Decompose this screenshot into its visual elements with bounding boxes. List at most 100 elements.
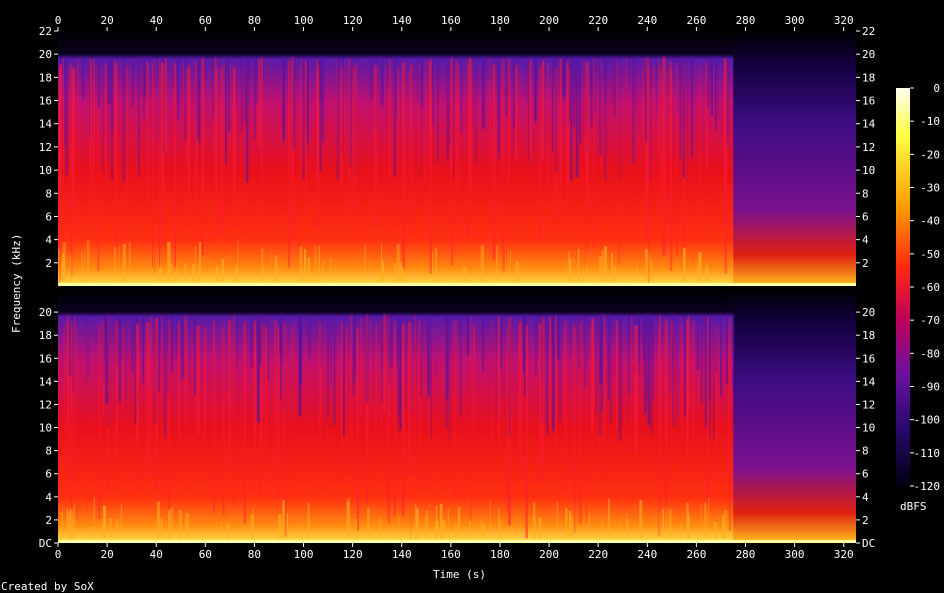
spectrogram-streak: [233, 314, 235, 507]
spectrogram-streak: [599, 56, 602, 156]
spectrogram-streak: [215, 58, 217, 247]
spectrogram-streak: [698, 322, 699, 473]
spectrogram-streak: [274, 320, 277, 470]
spectrogram-streak: [366, 314, 369, 403]
spectrogram-streak: [253, 323, 256, 479]
spectrogram-streak: [545, 314, 546, 424]
spectrogram-streak: [481, 314, 485, 372]
spectrogram-streak: [343, 62, 346, 154]
colorbar-tick-label: -10: [920, 115, 940, 128]
spectrogram-low-energy: [168, 509, 171, 538]
spectrogram-low-energy: [510, 250, 511, 281]
spectrogram-streak: [154, 60, 155, 272]
spectrogram-low-energy: [71, 517, 75, 538]
spectrogram-streak: [93, 57, 95, 192]
spectrogram-streak: [169, 324, 171, 520]
spectrogram-streak: [131, 56, 134, 107]
spectrogram-low-energy: [608, 498, 610, 538]
spectrogram-streak: [292, 56, 296, 150]
spectrogram-streak: [513, 56, 514, 156]
spectrogram-low-energy: [571, 517, 574, 538]
spectrogram-streak: [574, 56, 577, 102]
spectrogram-low-energy: [698, 252, 702, 281]
spectrogram-low-energy: [250, 514, 254, 538]
spectrogram-streak: [475, 56, 477, 166]
spectrogram-low-energy: [457, 507, 461, 538]
spectrogram-streak: [120, 62, 122, 152]
spectrogram-streak: [717, 56, 719, 118]
spectrogram-streak: [682, 56, 685, 179]
spectrogram-low-energy: [195, 245, 196, 281]
spectrogram-streak: [713, 314, 715, 440]
spectrogram-low-energy: [703, 503, 707, 538]
spectrogram-low-energy: [307, 257, 311, 281]
spectrogram-streak: [603, 314, 605, 475]
spectrogram-streak: [268, 315, 270, 416]
spectrogram-streak: [354, 314, 356, 375]
spectrogram-streak: [645, 58, 648, 240]
spectrogram-streak: [709, 314, 711, 439]
dc-band: [58, 283, 856, 286]
spectrogram-streak: [618, 56, 620, 182]
spectrogram-streak: [420, 314, 422, 397]
spectrogram-low-energy: [304, 248, 307, 281]
spectrogram-low-energy: [480, 245, 485, 281]
spectrogram-streak: [67, 315, 70, 468]
spectrogram-streak: [146, 322, 150, 474]
spectrogram-streak: [450, 59, 452, 174]
spectrogram-streak: [515, 63, 516, 193]
spectrogram-streak: [658, 326, 661, 537]
spectrogram-low-energy: [396, 244, 400, 281]
spectrogram-streak: [586, 67, 589, 250]
y-tick-label: 16: [39, 352, 52, 365]
spectrogram-streak: [308, 314, 310, 360]
spectrogram-streak: [257, 314, 260, 423]
spectrogram-streak: [333, 314, 336, 426]
spectrogram-streak: [369, 56, 373, 99]
spectrogram-streak: [430, 314, 432, 439]
y-tick-label: 18: [862, 71, 875, 84]
spectrogram-low-energy: [367, 508, 370, 538]
spectrogram-low-energy: [732, 258, 734, 281]
spectrogram-streak: [141, 61, 143, 186]
spectrogram-streak: [672, 314, 674, 369]
spectrogram-low-energy: [346, 501, 350, 538]
spectrogram-streak: [499, 58, 501, 186]
spectrogram-streak: [107, 316, 109, 490]
spectrogram-low-energy: [435, 248, 437, 281]
spectrogram-streak: [355, 63, 357, 187]
spectrogram-streak: [152, 61, 153, 267]
spectrogram-streak: [125, 314, 127, 401]
spectrogram-low-energy: [571, 270, 573, 281]
spectrogram-streak: [546, 314, 549, 435]
spectrogram-streak: [630, 316, 633, 430]
spectrogram-streak: [650, 314, 653, 435]
spectrogram-streak: [466, 314, 470, 356]
spectrogram-streak: [199, 56, 201, 145]
y-tick-label: DC: [862, 537, 875, 550]
spectrogram-streak: [502, 58, 505, 272]
spectrogram-streak: [349, 56, 352, 167]
colorbar-tick-label: -20: [920, 148, 940, 161]
spectrogram-low-energy: [658, 262, 660, 281]
spectrogram-streak: [417, 56, 420, 103]
spectrogram-streak: [446, 314, 450, 397]
spectrogram-streak: [726, 56, 729, 148]
spectrogram-streak: [724, 58, 727, 274]
spectrogram-streak: [473, 56, 475, 128]
spectrogram-streak: [118, 314, 122, 403]
x-tick-label-bottom: 100: [294, 548, 314, 561]
spectrogram-low-energy: [399, 261, 403, 281]
spectrogram-streak: [111, 56, 113, 180]
spectrogram-streak: [64, 56, 66, 148]
spectrogram-streak: [585, 314, 588, 369]
spectrogram-streak: [59, 64, 62, 219]
spectrogram-streak: [552, 56, 554, 152]
spectrogram-streak: [720, 314, 723, 398]
spectrogram-streak: [554, 315, 557, 452]
spectrogram-low-energy: [261, 248, 264, 281]
spectrogram-streak: [552, 314, 556, 433]
spectrogram-streak: [121, 324, 123, 436]
spectrogram-streak: [261, 323, 264, 455]
spectrogram-streak: [632, 56, 635, 164]
